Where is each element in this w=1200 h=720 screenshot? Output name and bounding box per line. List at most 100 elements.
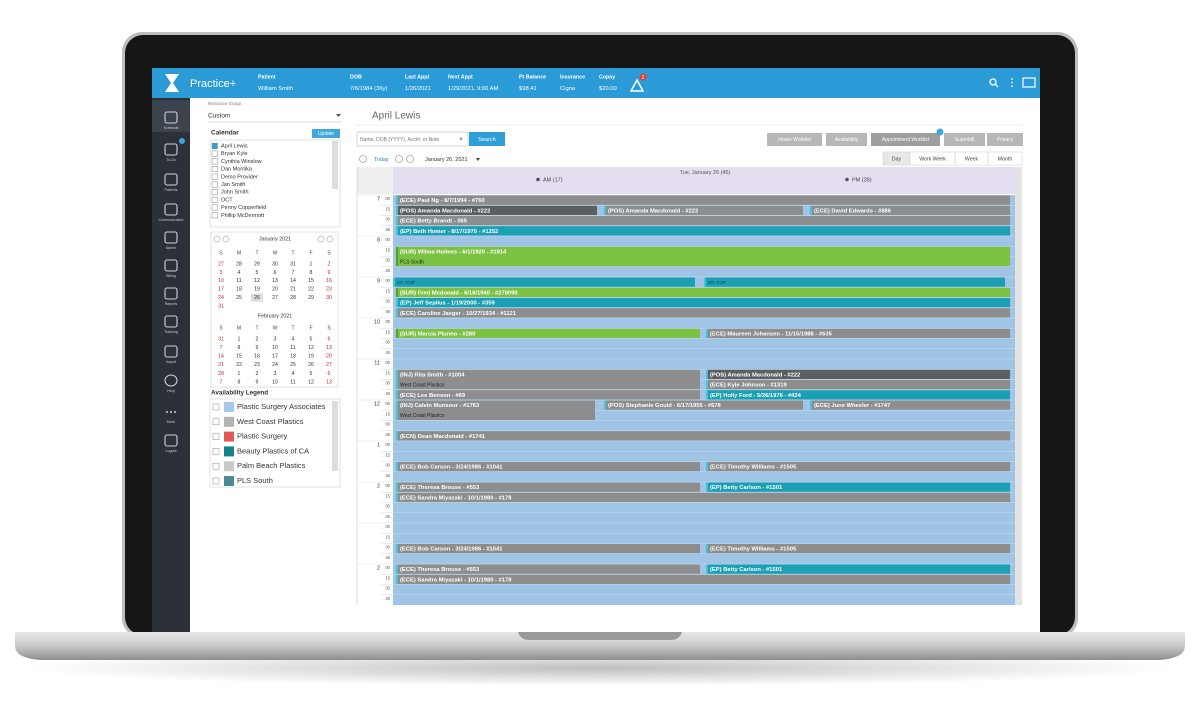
- day-number[interactable]: 10: [272, 379, 278, 385]
- provider-name[interactable]: Bryan Kyle: [221, 151, 248, 157]
- day-number[interactable]: 12: [308, 379, 314, 385]
- nav-label[interactable]: Reports: [165, 302, 178, 306]
- day-number[interactable]: 19: [308, 354, 314, 360]
- provider-name[interactable]: April Lewis: [221, 143, 248, 149]
- appointment[interactable]: [396, 544, 700, 554]
- day-number[interactable]: 5: [256, 270, 259, 276]
- day-number[interactable]: 11: [290, 379, 295, 385]
- day-number[interactable]: 29: [308, 295, 314, 301]
- provider-checkbox[interactable]: [211, 142, 218, 149]
- appointment[interactable]: [706, 380, 1010, 390]
- provider-name[interactable]: Penny Copperfield: [221, 205, 266, 211]
- appointment[interactable]: [396, 246, 1010, 267]
- day-number[interactable]: 25: [290, 362, 296, 368]
- day-number[interactable]: 22: [308, 287, 314, 293]
- day-number[interactable]: 21: [290, 287, 296, 293]
- day-number[interactable]: 16: [326, 278, 332, 284]
- day-number[interactable]: 22: [236, 362, 242, 368]
- day-number[interactable]: 7: [292, 270, 295, 276]
- day-number[interactable]: 17: [272, 354, 278, 360]
- clear-search[interactable]: ×: [459, 137, 463, 143]
- day-number[interactable]: 15: [236, 354, 242, 360]
- search-icon[interactable]: [989, 78, 997, 86]
- provider-checkbox[interactable]: [211, 204, 218, 211]
- day-number[interactable]: 1: [310, 261, 313, 267]
- month-nav[interactable]: [213, 235, 221, 243]
- next-day[interactable]: [406, 155, 414, 163]
- monitor-icon[interactable]: [1022, 77, 1036, 88]
- view-button[interactable]: [987, 151, 1023, 166]
- day-number[interactable]: 2: [256, 371, 259, 377]
- day-number[interactable]: 5: [310, 336, 313, 342]
- provider-checkbox[interactable]: [211, 166, 218, 173]
- day-number[interactable]: 5: [310, 371, 313, 377]
- day-number[interactable]: 31: [218, 303, 224, 309]
- legend-checkbox[interactable]: [212, 403, 220, 411]
- day-number[interactable]: 27: [218, 261, 224, 267]
- day-number[interactable]: 23: [254, 362, 260, 368]
- day-number[interactable]: 24: [218, 295, 224, 301]
- day-number[interactable]: 14: [218, 354, 224, 360]
- nav-icon[interactable]: [164, 345, 178, 358]
- appointment[interactable]: [604, 400, 803, 410]
- day-number[interactable]: 8: [238, 345, 241, 351]
- nav-label[interactable]: Help: [167, 389, 174, 393]
- nav-icon[interactable]: [164, 374, 178, 387]
- day-number[interactable]: 10: [218, 278, 224, 284]
- appointment[interactable]: [396, 328, 700, 338]
- nav-label[interactable]: Import: [166, 360, 176, 364]
- nav-icon[interactable]: [164, 143, 178, 156]
- legend-checkbox[interactable]: [212, 448, 220, 455]
- day-number[interactable]: 28: [290, 295, 296, 301]
- day-number[interactable]: 3: [274, 336, 277, 342]
- appointment[interactable]: [810, 205, 1010, 215]
- day-number[interactable]: 6: [328, 371, 331, 377]
- appointment[interactable]: [396, 216, 1010, 226]
- toolbar-button[interactable]: [987, 133, 1023, 146]
- provider-name[interactable]: Jan Smith: [221, 182, 245, 188]
- legend-scrollbar[interactable]: [332, 401, 338, 471]
- nav-icon[interactable]: [164, 434, 178, 447]
- day-number[interactable]: 26: [254, 295, 260, 301]
- appointment[interactable]: [706, 462, 1010, 472]
- prev-day[interactable]: [395, 155, 403, 163]
- day-number[interactable]: 4: [238, 270, 241, 276]
- nav-icon[interactable]: [164, 315, 178, 328]
- day-number[interactable]: 12: [308, 345, 314, 351]
- day-number[interactable]: 30: [326, 295, 332, 301]
- nav-icon[interactable]: [164, 287, 178, 300]
- provider-checkbox[interactable]: [211, 212, 218, 219]
- nav-label[interactable]: Communication: [159, 218, 184, 222]
- day-number[interactable]: 8: [238, 379, 241, 385]
- day-number[interactable]: 13: [326, 379, 332, 385]
- appointment[interactable]: [706, 390, 1010, 400]
- day-number[interactable]: 29: [254, 261, 260, 267]
- month-nav[interactable]: [317, 235, 325, 243]
- day-number[interactable]: 8: [310, 270, 313, 276]
- update-button[interactable]: [312, 129, 340, 138]
- legend-checkbox[interactable]: [212, 477, 220, 485]
- provider-checkbox[interactable]: [211, 150, 218, 157]
- nav-label[interactable]: Schedule: [164, 126, 179, 130]
- day-number[interactable]: 7: [220, 379, 223, 385]
- day-number[interactable]: 4: [292, 371, 295, 377]
- appointment[interactable]: [396, 400, 595, 421]
- nav-label[interactable]: Patients: [165, 188, 178, 192]
- appointment[interactable]: [706, 369, 1010, 379]
- legend-checkbox[interactable]: [212, 418, 220, 426]
- legend-checkbox[interactable]: [212, 433, 220, 440]
- appointment[interactable]: [810, 400, 1010, 410]
- nav-icon[interactable]: [164, 173, 178, 186]
- day-number[interactable]: 3: [220, 270, 223, 276]
- month-nav[interactable]: [222, 235, 230, 243]
- provider-checkbox[interactable]: [211, 173, 218, 180]
- prev-button[interactable]: [359, 155, 367, 163]
- toolbar-button[interactable]: [944, 133, 985, 146]
- provider-scrollbar[interactable]: [332, 141, 338, 189]
- nav-label[interactable]: To-Do: [166, 158, 176, 162]
- day-number[interactable]: 27: [326, 362, 332, 368]
- day-number[interactable]: 31: [218, 336, 224, 342]
- day-number[interactable]: 9: [328, 270, 331, 276]
- day-number[interactable]: 3: [274, 371, 277, 377]
- provider-checkbox[interactable]: [211, 196, 218, 203]
